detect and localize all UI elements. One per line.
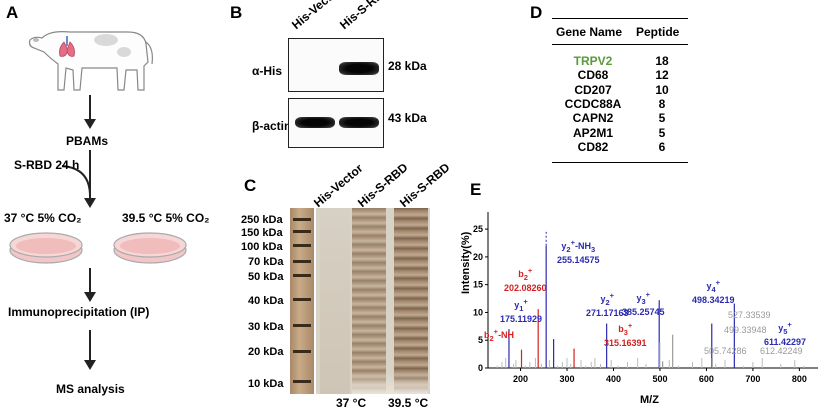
blot-actin [288,98,384,148]
x-tick-label: 200 [513,374,528,384]
merge-arrow-icon [61,150,96,208]
pbams-label: PBAMs [66,134,109,148]
marker-10: 10 kDa [248,378,284,390]
x-tick-label: 400 [606,374,621,384]
header-gene-name: Gene Name [556,25,623,39]
gene-name: CCDC88A [564,96,622,111]
gel-marker-lane [290,208,314,394]
antibody-his-label: α-His [252,64,283,78]
peak-label: y4+ 498.34219 [692,278,735,305]
peak-label: y2+-NH3 255.14575 [557,238,600,265]
peak-label: y5+ 611.42297 [764,320,807,347]
peptide-count: 5 [658,125,666,140]
y-tick-label: 10 [473,307,483,317]
antibody-actin-label: β-actin [252,119,292,133]
peak-label: 499.33948 [724,325,767,335]
ip-label: Immunoprecipitation (IP) [8,305,150,319]
panel-d-label: D [530,3,543,22]
gene-name: TRPV2 [573,54,613,68]
marker-20: 20 kDa [248,346,284,358]
lane-label-his-vector: His-Vector [289,0,344,32]
marker-30: 30 kDa [248,321,284,333]
x-tick-label: 500 [652,374,667,384]
condition-37-label: 37 °C 5% CO₂ [4,211,82,225]
y-tick-label: 20 [473,252,483,262]
arrow-down-icon [84,95,96,129]
peak-label: b3+ 315.16391 [604,321,647,348]
x-tick-label: 300 [559,374,574,384]
peptide-count: 8 [658,96,666,111]
peak-label: b2+-NH [484,327,515,343]
ms-analysis-label: MS analysis [56,382,125,396]
gene-name: AP2M1 [572,125,613,140]
marker-70: 70 kDa [248,256,284,268]
peak-label: y1+ 175.11929 [500,297,543,324]
band-his-s-rbd [339,62,379,75]
peptide-count: 12 [655,68,669,83]
temp-39-label: 39.5 °C [388,396,429,410]
gene-row: CD82 6 [552,140,688,154]
marker-250: 250 kDa [241,214,283,226]
panel-e-label: E [470,180,482,199]
peak-label: y3+ 385.25745 [622,290,665,317]
peptide-count: 6 [658,139,666,154]
y-tick-label: 25 [473,224,483,234]
gene-row: CCDC88A 8 [552,97,688,111]
gene-row: CD68 12 [552,68,688,82]
y-tick-label: 5 [478,335,483,345]
gene-name: CAPN2 [572,111,614,126]
peak-label: y2+ 271.17163 [586,291,629,318]
panel-b-label: B [230,3,243,22]
band-actin-vector [295,117,335,128]
marker-40: 40 kDa [248,295,284,307]
x-axis-title: M/Z [640,394,659,406]
petri-dish-39-icon [113,232,187,264]
treatment-label: S-RBD 24 h [14,158,80,172]
table-bottom-rule [552,162,688,163]
panel-a-label: A [6,3,19,22]
peptide-count: 5 [658,111,666,126]
gene-row: CD207 10 [552,83,688,97]
y-tick-label: 0 [478,363,483,373]
x-tick-label: 700 [745,374,760,384]
panel-c-label: C [244,176,257,195]
marker-100: 100 kDa [241,241,283,253]
x-tick-label: 800 [792,374,807,384]
peptide-count: 18 [655,54,669,68]
arrow-down-icon [84,330,96,370]
blot-his [288,38,384,92]
header-peptide: Peptide [636,25,680,39]
gene-name: CD82 [577,139,609,154]
size-actin-label: 43 kDa [388,111,427,125]
peak-label: 612.42249 [760,346,803,356]
gene-name: CD68 [577,68,609,83]
ms-spectrum-chart: 0 5 10 15 20 25 200 300 400 500 600 700 800 [473,212,818,384]
size-his-label: 28 kDa [388,59,427,73]
peak-label: 527.33539 [728,310,771,320]
gel-sample-area [316,208,430,394]
condition-39-label: 39.5 °C 5% CO₂ [122,211,210,225]
temp-37-label: 37 °C [336,396,367,410]
gene-row: CAPN2 5 [552,111,688,125]
table-top-rule [552,18,688,19]
peak-label: 505.74286 [704,346,747,356]
y-tick-label: 15 [473,280,483,290]
gene-row: TRPV2 18 [552,54,688,68]
gene-row: AP2M1 5 [552,126,688,140]
peak-label: b2+ 202.08260 [504,266,547,293]
lane-label-his-s-rbd: His-S-RBD [337,0,393,32]
marker-150: 150 kDa [241,227,283,239]
cow-illustration [28,31,153,91]
marker-50: 50 kDa [248,271,284,283]
x-tick-label: 600 [699,374,714,384]
band-actin-s-rbd [339,117,379,128]
table-header-rule [552,44,688,45]
petri-dish-37-icon [9,232,83,264]
arrow-down-icon [84,268,96,302]
gene-name: CD207 [574,82,612,97]
peptide-count: 10 [655,82,669,97]
